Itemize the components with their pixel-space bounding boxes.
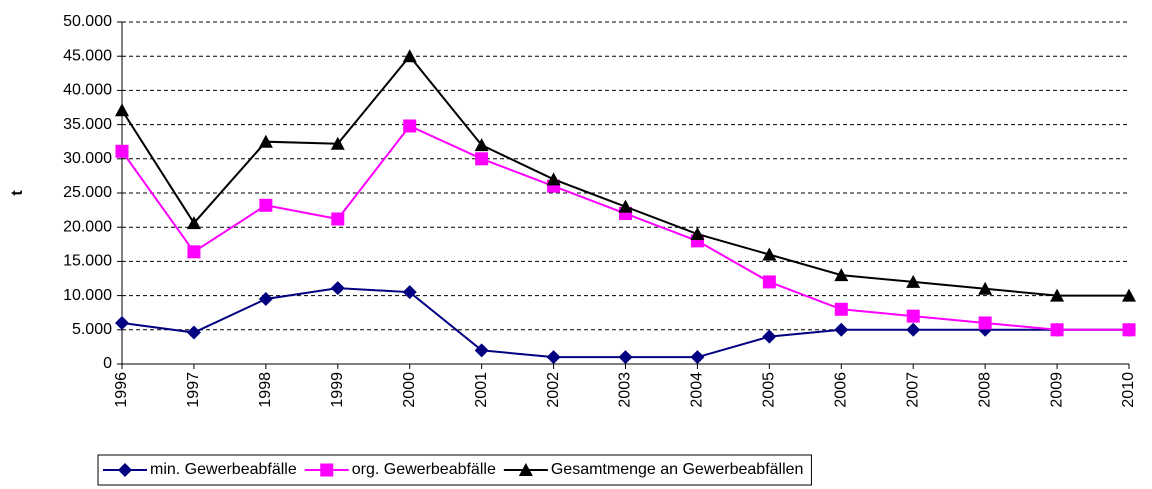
marker [978,281,993,295]
marker [690,350,705,365]
series-line [121,54,1129,297]
x-tick-label: 1999 [329,372,346,408]
y-tick-label: 45.000 [63,47,112,64]
marker [402,49,417,63]
legend: min. Gewerbeabfälle org. Gewerbeabfälle Ge… [97,454,812,486]
x-tick-label: 2001 [473,372,490,408]
y-axis-label: t [9,190,26,196]
legend-label: Gesamtmenge an Gewerbeabfällen [551,461,804,478]
x-tick-label: 2006 [833,372,850,408]
y-tick-label: 10.000 [63,287,112,304]
marker [186,325,201,340]
marker [474,343,489,358]
y-tick-label: 25.000 [63,184,112,201]
y-tick-label: 15.000 [63,253,112,270]
x-tick-label: 2005 [761,372,778,408]
marker [402,285,417,300]
marker [762,329,777,344]
marker [403,119,417,133]
marker [186,216,201,230]
x-tick-label: 2002 [545,372,562,408]
marker [978,316,992,330]
x-tick-label: 2004 [689,372,706,408]
y-tick-label: 0 [103,355,112,372]
marker [258,292,273,307]
x-tick-label: 2009 [1048,372,1065,408]
marker [834,268,849,282]
marker [834,322,849,337]
marker [834,302,848,316]
y-tick-label: 40.000 [63,82,112,99]
series-line [121,124,1129,331]
marker [546,172,561,186]
x-tick-label: 1998 [257,372,274,408]
marker [1122,288,1136,302]
marker [906,322,921,337]
marker [115,315,129,330]
y-tick-label: 30.000 [63,150,112,167]
marker [1122,323,1136,337]
x-tick-label: 1997 [185,372,202,408]
marker [618,350,633,365]
legend-label: org. Gewerbeabfälle [352,461,496,478]
marker [187,245,201,259]
x-tick-label: 2010 [1120,372,1137,408]
y-tick-label: 35.000 [63,116,112,133]
marker [115,144,129,158]
marker [330,281,345,296]
marker [474,138,489,152]
marker [330,136,345,150]
legend-marker [518,463,533,476]
marker [618,199,633,213]
x-tick-label: 2007 [904,372,921,408]
marker [762,275,776,289]
marker [906,309,920,323]
marker [115,103,129,117]
x-tick-label: 1996 [113,372,130,408]
legend-marker [118,463,132,477]
legend-box [97,454,812,486]
marker [762,247,777,261]
marker [475,152,489,166]
legend-marker [320,463,334,477]
y-tick-label: 5.000 [72,321,112,338]
y-tick-label: 50.000 [63,13,112,30]
marker [906,274,921,288]
legend-label: min. Gewerbeabfälle [150,461,297,478]
y-tick-label: 20.000 [63,218,112,235]
marker [1050,323,1064,337]
x-tick-label: 2008 [976,372,993,408]
marker [546,350,561,365]
x-tick-label: 2000 [401,372,418,408]
marker [258,134,273,148]
marker [690,227,705,241]
x-tick-label: 2003 [617,372,634,408]
marker [259,198,273,212]
marker [331,212,345,226]
marker [1050,288,1065,302]
